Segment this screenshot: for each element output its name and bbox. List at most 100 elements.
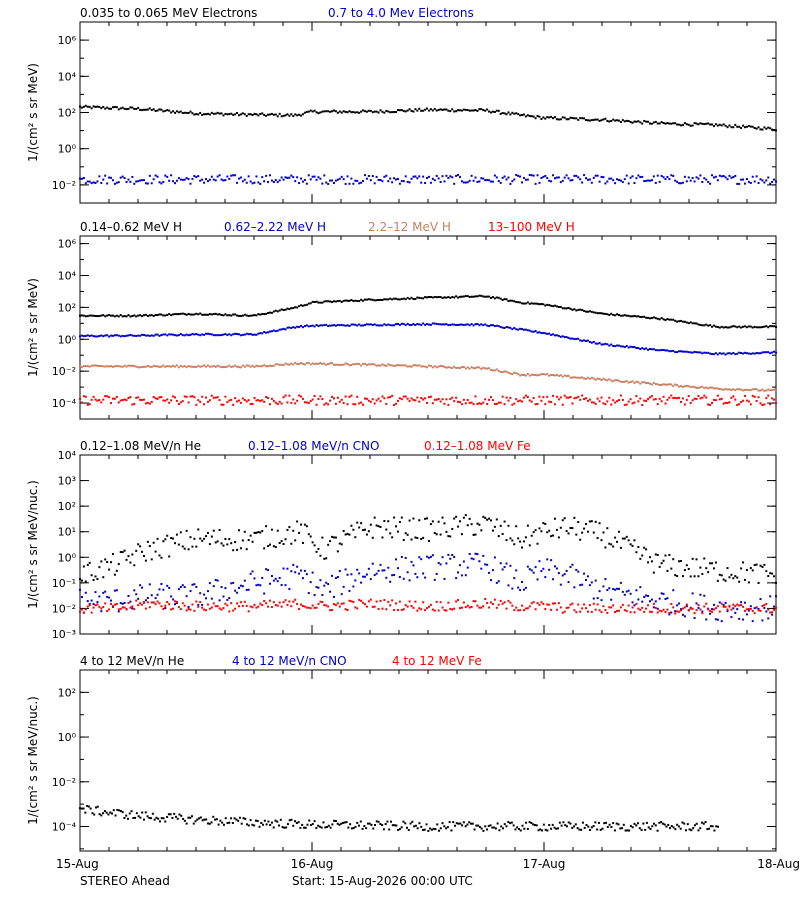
data-point — [728, 401, 731, 404]
data-point — [480, 323, 483, 326]
data-point — [603, 822, 606, 825]
data-point — [453, 110, 456, 113]
data-point — [352, 528, 355, 531]
data-point — [228, 314, 231, 317]
data-point — [228, 364, 231, 367]
data-point — [430, 828, 433, 831]
data-point — [203, 593, 206, 596]
y-tick-label: 10⁻² — [52, 776, 76, 789]
data-point — [385, 528, 388, 531]
data-point — [255, 399, 258, 402]
data-point — [466, 524, 469, 527]
data-point — [542, 522, 545, 525]
data-point — [404, 822, 407, 825]
data-point — [308, 819, 311, 822]
data-point — [720, 620, 723, 623]
data-point — [596, 537, 599, 540]
data-point — [350, 524, 353, 527]
data-point — [90, 314, 93, 317]
data-point — [602, 585, 605, 588]
data-point — [267, 820, 270, 823]
data-point — [775, 180, 777, 183]
data-point — [732, 325, 735, 328]
data-point — [544, 174, 547, 177]
data-point — [292, 600, 295, 603]
data-point — [139, 545, 142, 548]
data-point — [773, 388, 776, 391]
data-point — [742, 561, 745, 564]
data-point — [565, 374, 568, 377]
data-point — [96, 180, 99, 183]
data-point — [631, 544, 634, 547]
data-point — [712, 324, 715, 327]
data-point — [652, 121, 655, 124]
data-point — [288, 176, 291, 179]
data-point — [524, 374, 527, 377]
data-point — [303, 178, 306, 181]
data-point — [296, 602, 299, 605]
data-point — [245, 588, 248, 591]
data-point — [404, 298, 407, 301]
data-point — [354, 403, 357, 406]
data-point — [606, 527, 609, 530]
data-point — [139, 179, 142, 182]
data-point — [298, 394, 301, 397]
data-point — [317, 176, 320, 179]
data-point — [769, 389, 772, 392]
data-point — [736, 125, 739, 128]
data-point — [670, 567, 673, 570]
data-point — [474, 395, 477, 398]
data-point — [691, 557, 694, 560]
data-point — [536, 542, 539, 545]
data-point — [332, 603, 335, 606]
data-point — [170, 333, 173, 336]
data-point — [94, 604, 97, 607]
data-point — [265, 114, 268, 117]
data-point — [517, 537, 520, 540]
data-point — [626, 829, 629, 832]
data-point — [617, 530, 620, 533]
data-point — [286, 603, 289, 606]
data-point — [548, 374, 551, 377]
data-point — [586, 339, 589, 342]
data-point — [521, 546, 524, 549]
data-point — [538, 560, 541, 563]
data-point — [239, 113, 242, 116]
y-tick-label: 10⁰ — [58, 143, 77, 156]
data-point — [621, 380, 624, 383]
data-point — [559, 335, 562, 338]
data-point — [181, 584, 184, 587]
data-point — [712, 398, 715, 401]
data-point — [617, 609, 620, 612]
data-point — [125, 814, 128, 817]
data-point — [236, 365, 239, 368]
data-point — [303, 523, 306, 526]
data-point — [257, 365, 260, 368]
data-point — [379, 298, 382, 301]
data-point — [457, 366, 460, 369]
data-point — [681, 350, 684, 353]
data-point — [424, 397, 427, 400]
data-point — [592, 377, 595, 380]
data-point — [170, 399, 173, 402]
data-point — [565, 307, 568, 310]
data-point — [484, 563, 487, 566]
data-point — [333, 819, 336, 822]
data-point — [468, 606, 471, 609]
data-point — [517, 586, 520, 589]
data-point — [329, 540, 332, 543]
data-point — [451, 553, 454, 556]
data-point — [274, 546, 277, 549]
data-point — [89, 807, 92, 810]
data-point — [757, 581, 760, 584]
data-point — [676, 610, 679, 613]
data-point — [301, 823, 304, 826]
data-point — [349, 823, 352, 826]
y-tick-label: 10⁰ — [58, 731, 77, 744]
data-point — [98, 315, 101, 318]
data-point — [602, 176, 605, 179]
data-point — [150, 817, 153, 820]
data-point — [592, 176, 595, 179]
data-point — [190, 815, 193, 818]
